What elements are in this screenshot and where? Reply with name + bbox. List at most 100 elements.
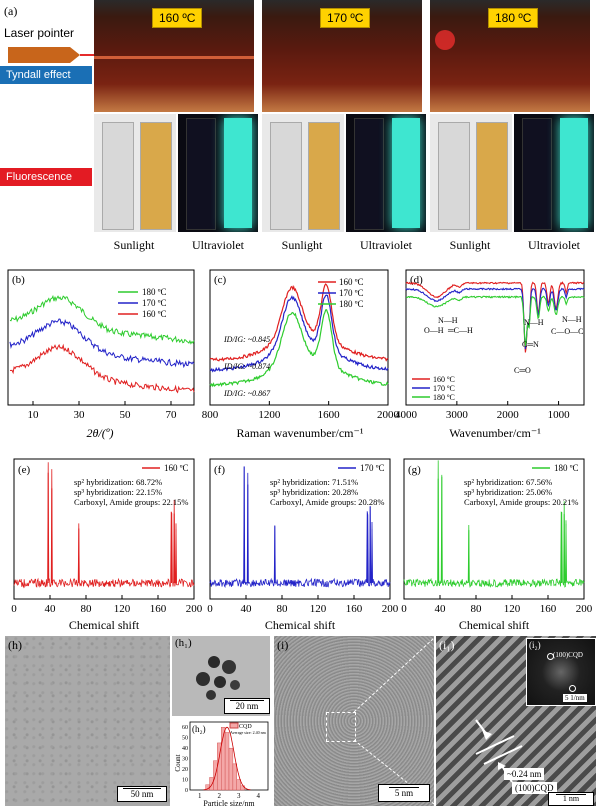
scale-bar-i1: 1 nm	[548, 792, 594, 806]
light-label: Ultraviolet	[360, 238, 412, 252]
tick-label: 10	[28, 409, 40, 421]
legend-label: 160 ºC	[142, 309, 167, 319]
scale-bar-h-text: 50 nm	[130, 789, 154, 799]
tick-label: 4000	[395, 409, 418, 421]
sp2-text: sp² hybridization: 67.56%	[464, 477, 552, 487]
tick-label: 2000	[377, 409, 400, 421]
histogram-h2: (h₂) CQD Average size: 2.40 nm 1 2 3 401020…	[172, 718, 270, 808]
tick-label: 50	[182, 736, 188, 742]
plane-label-i2: (100)CQD	[553, 651, 583, 659]
sp3-text: sp³ hybridization: 22.15%	[74, 487, 162, 497]
scale-bar-i: 5 nm	[378, 784, 430, 802]
carboxyl-text: Carboxyl, Amide groups: 22.15%	[74, 497, 189, 507]
particle	[206, 690, 216, 700]
fft-spot	[569, 685, 576, 692]
tick-label: 40	[435, 603, 447, 615]
tick-label: 60	[182, 725, 188, 731]
light-label: Sunlight	[281, 238, 323, 252]
tem-image-h: (h) 50 nm	[5, 636, 170, 806]
tick-label: 10	[182, 778, 188, 784]
h2-xlabel: Particle size/nm	[203, 799, 255, 808]
nmr-frame	[209, 458, 391, 600]
particle	[208, 656, 220, 668]
zoom-lines	[353, 637, 434, 805]
particle	[230, 680, 240, 690]
id-ig-ratio: ID/IG: ~0.874	[223, 362, 270, 371]
scale-bar-i-text: 5 nm	[394, 788, 414, 798]
chart-c-frame	[209, 269, 389, 406]
scale-bar-i2: 5 1/nm	[563, 694, 587, 702]
panel-i2-label: (i₂)	[529, 640, 541, 650]
temp-badge-170: 170 ºC	[320, 8, 371, 28]
tick-label: 200	[186, 603, 203, 615]
tick-label: 120	[310, 603, 327, 615]
nmr-spectrum	[13, 462, 195, 589]
hrtem-image-i1: (i₁) ~0.24 nm (100)CQD 1 nm	[436, 636, 596, 806]
tick-label: 1200	[258, 409, 281, 421]
ftir-annotation: N—H	[562, 315, 582, 324]
ftir-annotation: N—H	[524, 318, 544, 327]
carboxyl-text: Carboxyl, Amide groups: 20.28%	[270, 497, 385, 507]
chart-d-frame	[405, 269, 585, 406]
series-line	[405, 281, 585, 353]
tyndall-tag: Tyndall effect	[0, 66, 92, 84]
cuvette-sunlight-170	[262, 114, 344, 232]
tick-label: 800	[202, 409, 219, 421]
tick-label: 160	[346, 603, 363, 615]
scale-bar-i1-text: 1 nm	[562, 794, 580, 803]
panel-a-label: (a)	[4, 4, 18, 18]
chart-b-xlabel: 2θ/(º)	[87, 426, 114, 440]
legend-label: 180 ºC	[554, 463, 579, 473]
nmr-xlabel: Chemical shift	[459, 618, 530, 632]
id-ig-ratio: ID/IG: ~0.867	[223, 389, 271, 398]
series-line	[209, 283, 389, 362]
tick-label: 30	[182, 757, 188, 763]
ftir-annotation: C═N	[522, 340, 539, 349]
legend-label: 160 ºC	[339, 277, 364, 287]
histogram-bar	[236, 779, 241, 791]
legend-label: 170 ºC	[339, 288, 364, 298]
scale-bar-h1-text: 20 nm	[235, 701, 259, 711]
tick-label: 0	[401, 603, 407, 615]
ftir-annotation: C═O	[514, 366, 531, 375]
particle	[214, 676, 226, 688]
tick-label: 40	[241, 603, 253, 615]
light-label: Ultraviolet	[192, 238, 244, 252]
chart-b-frame	[7, 269, 195, 406]
sp3-text: sp³ hybridization: 25.06%	[464, 487, 552, 497]
scale-bar-h1: 20 nm	[224, 698, 270, 714]
legend-label: 170 ºC	[360, 463, 385, 473]
cuvette-sunlight-180	[430, 114, 512, 232]
id-ig-ratio: ID/IG: ~0.845	[223, 335, 270, 344]
tick-label: 1600	[318, 409, 341, 421]
h2-ylabel: Count	[174, 754, 182, 771]
tick-label: 80	[81, 603, 93, 615]
chart-b-label: (b)	[12, 274, 25, 286]
panel-h-label: (h)	[8, 638, 22, 652]
panel-i-label: (i)	[277, 638, 289, 652]
tick-label: 30	[74, 409, 86, 421]
chart-d-xlabel: Wavenumber/cm⁻¹	[449, 426, 541, 440]
tick-label: 0	[185, 788, 188, 794]
ftir-annotation: N—H	[438, 316, 458, 325]
legend-label: 170 ºC	[142, 298, 167, 308]
legend-label: 180 ºC	[142, 287, 167, 297]
histogram-bar	[224, 732, 230, 791]
lattice-marker	[475, 719, 523, 783]
carboxyl-text: Carboxyl, Amide groups: 20.21%	[464, 497, 579, 507]
series-line	[405, 295, 585, 347]
tick-label: 3000	[446, 409, 469, 421]
laser-pointer-label: Laser pointer	[4, 26, 75, 40]
panel-h2-label: (h₂)	[192, 724, 206, 734]
legend-label: 160 ºC	[433, 375, 455, 384]
tick-label: 2	[218, 792, 222, 800]
scale-bar-h: 50 nm	[117, 786, 167, 802]
panel-i1-label: (i₁)	[439, 638, 455, 652]
tick-label: 0	[11, 603, 17, 615]
tick-label: 40	[182, 746, 188, 752]
temp-badge-160: 160 ºC	[152, 8, 203, 28]
h2-legend-sub: Average size: 2.40 nm	[230, 730, 267, 735]
hrtem-image-i: (i) 5 nm	[274, 636, 434, 806]
